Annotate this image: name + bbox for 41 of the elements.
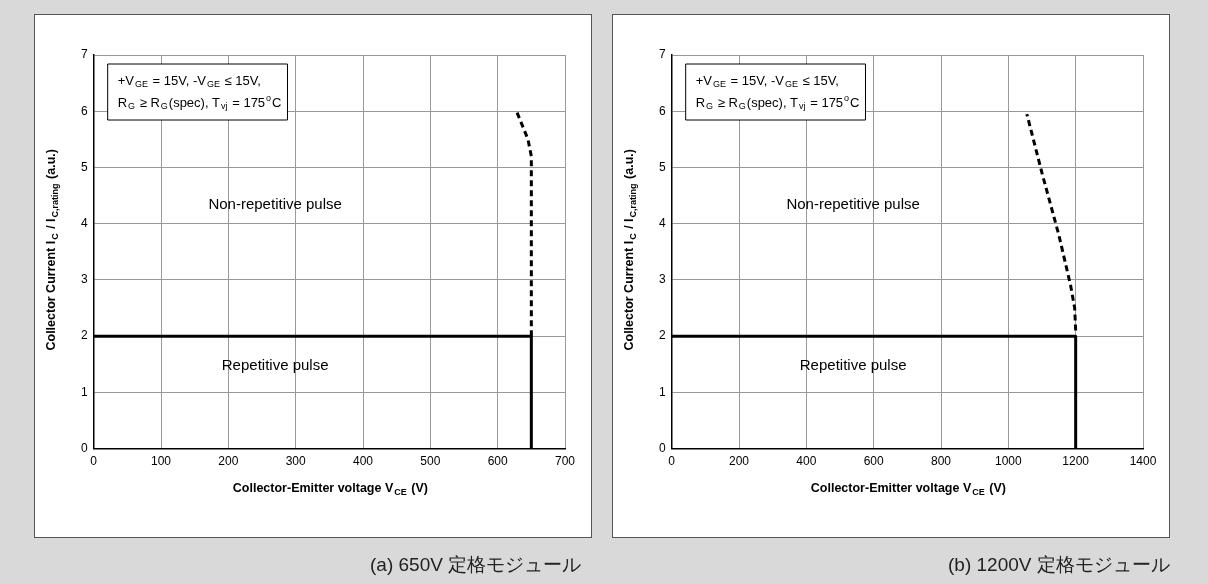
y-tick-label: 0 — [80, 440, 88, 455]
line-series — [1025, 112, 1078, 333]
x-tick-label: 200 — [218, 454, 239, 469]
y-tick-label: 4 — [80, 216, 88, 230]
x-tick-label: 0 — [90, 454, 98, 469]
y-tick-label: 5 — [658, 159, 666, 174]
x-tick-label: 200 — [728, 454, 750, 469]
annotation: Repetitive pulse — [221, 356, 329, 374]
y-tick-label: 1 — [658, 384, 666, 399]
y-axis-title: Collector Current IC / IC,rating (a.u.) — [622, 149, 638, 351]
y-tick-label: 3 — [658, 272, 666, 287]
y-tick-label: 2 — [658, 328, 666, 343]
x-tick-label: 500 — [420, 454, 441, 469]
y-tick-label: 3 — [80, 272, 88, 287]
annotation: Non-repetitive pulse — [208, 194, 342, 212]
x-tick-label: 800 — [930, 454, 952, 469]
x-tick-label: 600 — [863, 454, 884, 469]
x-tick-label: 1200 — [1062, 454, 1090, 469]
y-tick-label: 2 — [80, 328, 88, 343]
y-tick-label: 6 — [658, 103, 666, 118]
y-tick-label: 7 — [658, 47, 666, 62]
annotation: Non-repetitive pulse — [786, 194, 920, 212]
x-tick-label: 1400 — [1129, 454, 1157, 469]
y-tick-label: 0 — [658, 440, 666, 455]
x-tick-label: 300 — [285, 454, 306, 469]
y-tick-label: 4 — [658, 216, 666, 230]
x-tick-label: 600 — [487, 454, 508, 469]
x-tick-label: 1000 — [994, 454, 1023, 469]
text: (b) 1200V 定格モジュール — [948, 553, 1170, 577]
y-tick-label: 5 — [80, 159, 88, 174]
x-tick-label: 700 — [554, 454, 576, 469]
y-tick-label: 1 — [80, 384, 88, 399]
text: (a) 650V 定格モジュール — [370, 553, 582, 577]
x-tick-label: 0 — [668, 454, 676, 469]
y-axis-title: Collector Current IC / IC,rating (a.u.) — [44, 149, 60, 351]
x-tick-label: 400 — [796, 454, 817, 469]
annotation: Repetitive pulse — [799, 356, 907, 374]
y-tick-label: 7 — [80, 47, 88, 62]
x-tick-label: 400 — [352, 454, 374, 469]
x-tick-label: 100 — [150, 454, 172, 469]
y-tick-label: 6 — [80, 103, 88, 118]
